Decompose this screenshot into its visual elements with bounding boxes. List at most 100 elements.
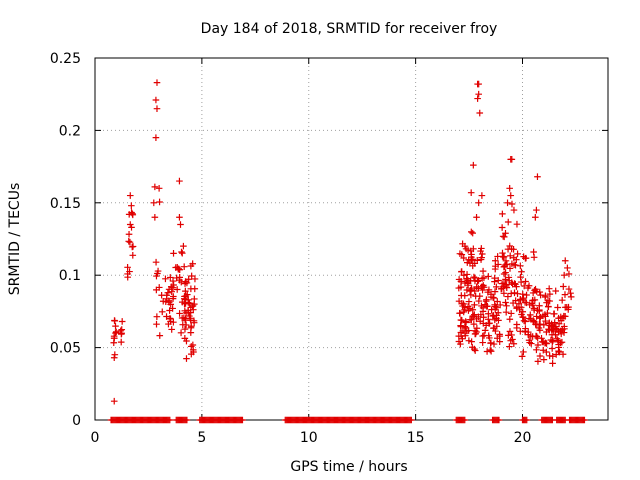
data-point (153, 320, 160, 328)
data-point (507, 290, 515, 297)
data-point (475, 90, 482, 98)
data-point (475, 285, 482, 292)
data-point (527, 340, 535, 347)
data-point (529, 301, 537, 309)
data-point (126, 192, 134, 199)
data-point (536, 352, 544, 360)
data-point (479, 267, 487, 275)
data-point (189, 341, 197, 349)
data-point (470, 273, 478, 281)
data-point (159, 297, 167, 305)
data-point (533, 206, 540, 214)
y-tick-label: 0.05 (50, 341, 81, 357)
data-point (510, 254, 518, 262)
data-point (485, 316, 492, 323)
data-point (480, 283, 488, 291)
data-point (473, 315, 480, 323)
data-point (470, 245, 477, 253)
data-point (152, 96, 160, 104)
data-point (521, 318, 529, 325)
data-point (543, 348, 550, 356)
data-point (522, 325, 529, 332)
data-point (502, 299, 509, 306)
zero-point (461, 416, 469, 424)
data-point (461, 304, 469, 311)
data-point (505, 332, 512, 339)
data-point (170, 250, 177, 257)
data-point (503, 302, 510, 310)
data-point (540, 356, 548, 363)
data-point (567, 293, 575, 301)
data-point (549, 360, 556, 367)
data-point (110, 397, 118, 405)
data-point (156, 332, 164, 339)
data-point (185, 296, 192, 304)
data-point (167, 301, 174, 308)
data-point (487, 339, 495, 347)
data-point (561, 291, 569, 298)
data-point (163, 313, 170, 320)
data-point (457, 340, 464, 348)
data-point (496, 338, 503, 345)
y-axis-label: SRMTID / TECUs (7, 183, 23, 296)
data-point (169, 305, 176, 312)
data-point (170, 281, 177, 289)
data-point (471, 347, 479, 354)
grid (95, 58, 608, 420)
data-point (128, 224, 135, 231)
data-point (483, 348, 491, 355)
y-tick-label: 0 (72, 413, 81, 429)
data-point (460, 254, 468, 262)
data-point (483, 296, 490, 303)
data-point (158, 291, 165, 299)
zero-point (581, 416, 588, 424)
data-point (506, 328, 514, 335)
x-tick-label: 10 (300, 430, 318, 446)
data-point (522, 254, 530, 262)
data-point (517, 273, 524, 281)
y-tick-label: 0.1 (59, 268, 81, 284)
data-point (471, 345, 478, 353)
data-point (457, 322, 464, 329)
data-point (458, 268, 466, 275)
data-point (124, 264, 131, 271)
data-point (150, 199, 158, 207)
data-point (474, 278, 481, 285)
data-point (529, 317, 537, 324)
x-tick-label: 20 (514, 430, 532, 446)
data-point (190, 348, 197, 356)
data-point (493, 315, 500, 322)
zero-point (183, 416, 191, 424)
data-point (492, 327, 499, 335)
data-point (561, 257, 569, 265)
data-point (458, 292, 465, 299)
data-point (457, 283, 465, 291)
data-point (506, 265, 514, 272)
data-point (555, 341, 562, 348)
data-point (486, 346, 494, 354)
data-point (460, 271, 468, 279)
data-point (153, 313, 161, 320)
data-point (542, 339, 549, 347)
data-point (490, 294, 498, 302)
data-point (491, 278, 498, 285)
data-point (513, 220, 521, 228)
data-point (461, 279, 469, 287)
data-point (476, 109, 484, 117)
data-point (166, 274, 174, 281)
data-point (504, 199, 511, 207)
data-point (465, 298, 473, 305)
data-point (543, 340, 550, 347)
data-point (496, 301, 504, 309)
data-point (456, 309, 464, 317)
data-point (478, 245, 485, 252)
data-point (500, 279, 508, 287)
data-point (533, 321, 541, 328)
data-point (112, 328, 120, 336)
data-point (466, 316, 474, 324)
chart-title: Day 184 of 2018, SRMTID for receiver fro… (201, 21, 498, 37)
data-point (564, 264, 571, 272)
data-point (469, 256, 477, 263)
data-point (488, 306, 495, 313)
data-point (499, 249, 506, 257)
